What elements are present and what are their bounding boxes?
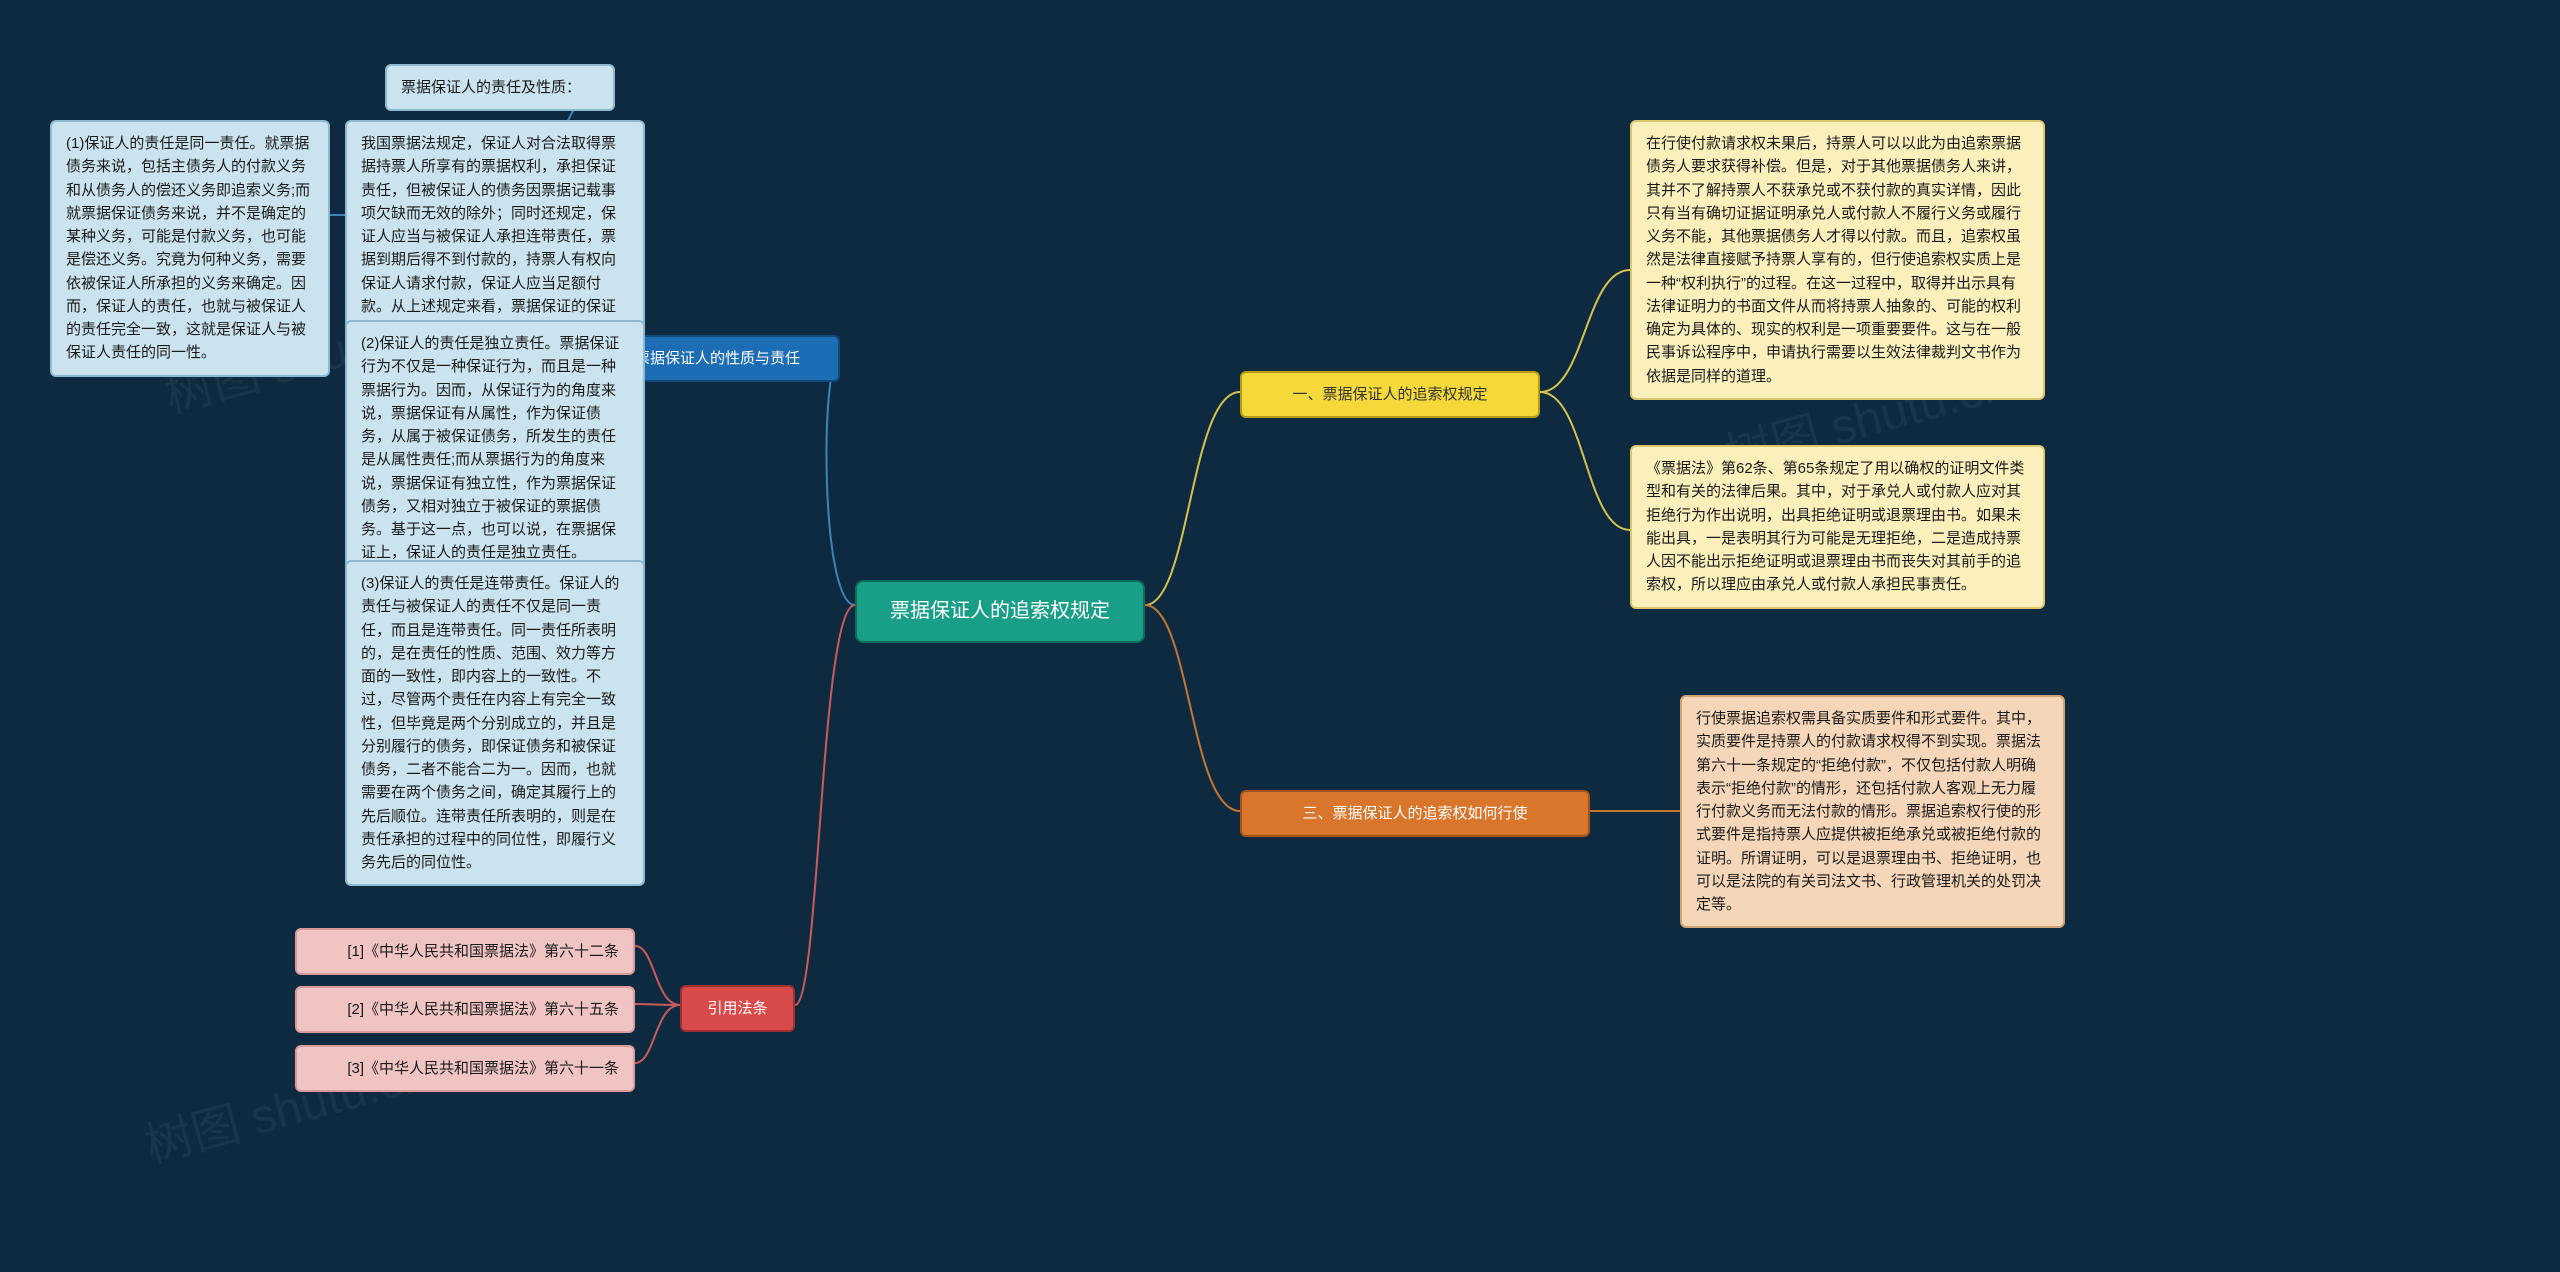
- branch-1[interactable]: 一、票据保证人的追索权规定: [1240, 371, 1540, 418]
- branch-1-leaf-1: 《票据法》第62条、第65条规定了用以确权的证明文件类型和有关的法律后果。其中，…: [1630, 445, 2045, 609]
- branch-2-point-1: (1)保证人的责任是同一责任。就票据债务来说，包括主债务人的付款义务和从债务人的…: [50, 120, 330, 377]
- branch-3[interactable]: 三、票据保证人的追索权如何行使: [1240, 790, 1590, 837]
- branch-1-leaf-0: 在行使付款请求权未果后，持票人可以以此为由追索票据债务人要求获得补偿。但是，对于…: [1630, 120, 2045, 400]
- branch-2-intro: 我国票据法规定，保证人对合法取得票据持票人所享有的票据权利，承担保证责任，但被保…: [345, 120, 645, 353]
- branch-2-header: 票据保证人的责任及性质：: [385, 64, 615, 111]
- branch-2-point-2: (2)保证人的责任是独立责任。票据保证行为不仅是一种保证行为，而且是一种票据行为…: [345, 320, 645, 577]
- branch-4[interactable]: 引用法条: [680, 985, 795, 1032]
- root-node[interactable]: 票据保证人的追索权规定: [855, 580, 1145, 643]
- branch-3-leaf-0: 行使票据追索权需具备实质要件和形式要件。其中，实质要件是持票人的付款请求权得不到…: [1680, 695, 2065, 928]
- branch-4-leaf-1: [2]《中华人民共和国票据法》第六十五条: [295, 986, 635, 1033]
- branch-2-point-3: (3)保证人的责任是连带责任。保证人的责任与被保证人的责任不仅是同一责任，而且是…: [345, 560, 645, 886]
- branch-4-leaf-0: [1]《中华人民共和国票据法》第六十二条: [295, 928, 635, 975]
- branch-4-leaf-2: [3]《中华人民共和国票据法》第六十一条: [295, 1045, 635, 1092]
